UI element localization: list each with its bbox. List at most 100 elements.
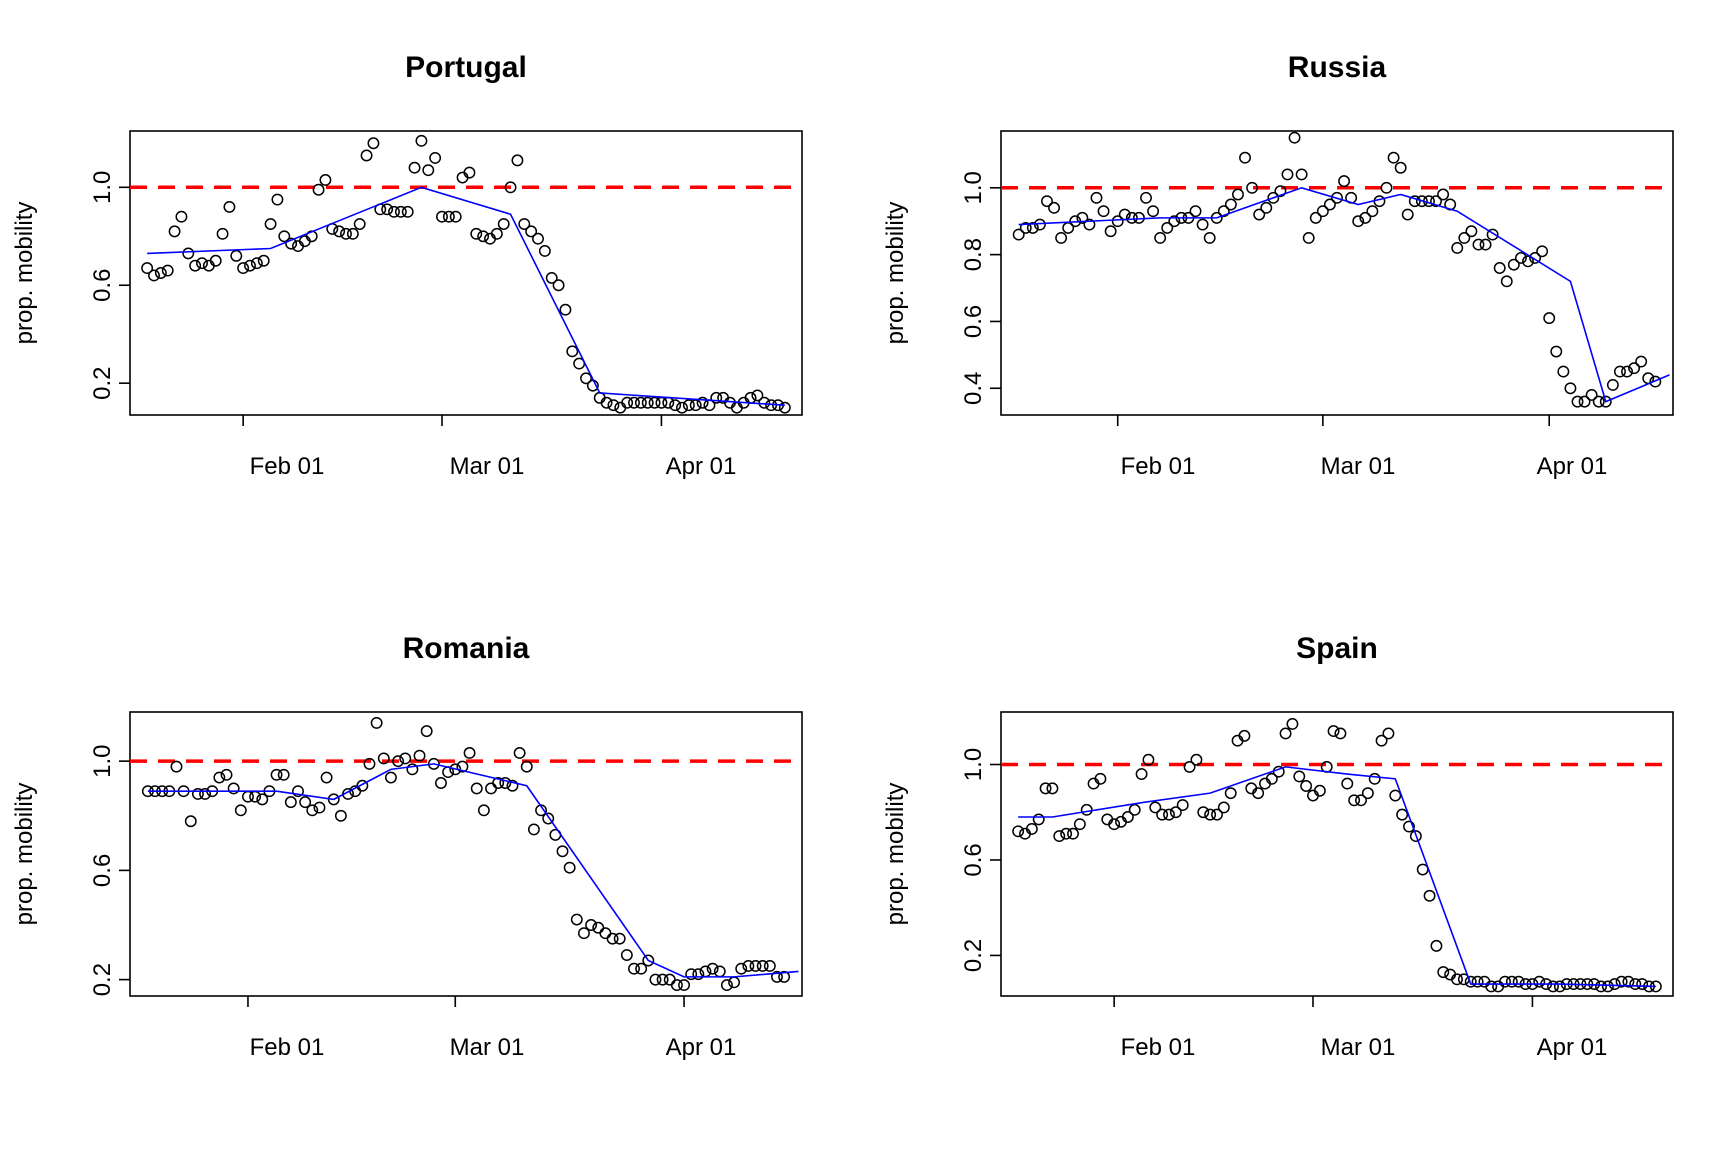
data-point [1204, 808, 1217, 821]
data-point [1615, 975, 1628, 988]
data-point [1309, 211, 1322, 224]
data-point [669, 399, 682, 412]
data-point [1097, 205, 1110, 218]
data-point [334, 809, 347, 822]
data-point [394, 205, 407, 218]
data-point [1147, 205, 1160, 218]
data-point [751, 389, 764, 402]
data-point [141, 262, 154, 275]
y-tick-label: 1.0 [89, 744, 116, 777]
data-point [363, 757, 376, 770]
x-tick-label: Apr 01 [666, 1034, 737, 1061]
y-tick-label: 0.4 [960, 372, 987, 405]
data-point [250, 257, 263, 270]
data-point [1493, 262, 1506, 274]
data-point [1416, 863, 1429, 876]
data-point [1368, 772, 1381, 785]
data-point [1039, 782, 1052, 795]
data-point [532, 232, 544, 245]
data-point [1512, 975, 1525, 988]
data-point [1083, 218, 1096, 231]
data-point [1485, 980, 1498, 993]
data-point [1288, 131, 1301, 144]
data-point [227, 782, 240, 795]
y-tick-label: 0.6 [960, 843, 987, 876]
data-point [1430, 195, 1442, 208]
data-point [1606, 378, 1619, 391]
data-point [1176, 799, 1189, 812]
data-point [771, 970, 783, 983]
data-point [381, 203, 394, 216]
data-point [676, 401, 688, 414]
data-point [1608, 978, 1621, 991]
trend-line [1018, 186, 1670, 403]
data-point [578, 927, 590, 940]
data-point [1217, 801, 1230, 814]
data-point [346, 227, 359, 240]
data-point [264, 218, 277, 230]
data-point [758, 396, 771, 409]
data-point [340, 227, 352, 240]
data-point [1499, 975, 1511, 988]
data-point [670, 979, 683, 992]
data-point [1486, 228, 1499, 241]
data-point [778, 970, 791, 983]
data-point [1224, 787, 1237, 800]
data-point [319, 174, 332, 186]
data-point [191, 787, 204, 800]
data-point [778, 401, 791, 414]
y-tick-label: 0.8 [960, 238, 987, 271]
data-point [1156, 808, 1169, 821]
trend-line [1018, 766, 1656, 988]
data-point [599, 927, 612, 940]
x-tick-label: Mar 01 [1321, 453, 1396, 480]
data-point [1295, 168, 1308, 181]
data-point [1267, 191, 1280, 204]
data-point [552, 279, 565, 292]
data-point [170, 760, 183, 773]
data-point [1331, 191, 1343, 204]
data-point [199, 787, 212, 800]
data-point [271, 193, 284, 206]
data-point [685, 968, 698, 981]
data-point [634, 396, 647, 409]
data-point [1055, 231, 1068, 244]
data-point [696, 396, 709, 409]
data-point [1514, 252, 1527, 264]
data-point [1313, 784, 1326, 797]
data-point [682, 399, 695, 412]
data-point [1232, 188, 1244, 201]
data-point [1293, 770, 1306, 783]
data-point [592, 921, 605, 934]
data-point [570, 913, 583, 926]
data-point [1408, 195, 1421, 208]
panel-russia: Russia prop. mobility Feb 01 Mar 01 Apr … [882, 51, 1674, 480]
data-point [189, 259, 202, 272]
data-point [270, 768, 283, 781]
data-point [656, 973, 669, 986]
data-point [699, 965, 712, 978]
data-point [1547, 980, 1559, 993]
x-tick-label: Apr 01 [666, 453, 737, 480]
data-point [1601, 980, 1614, 993]
chart-title: Portugal [405, 51, 527, 84]
data-point [1125, 211, 1138, 224]
data-point [1578, 395, 1591, 408]
data-point [1197, 806, 1210, 819]
data-point [463, 166, 476, 179]
data-point [1149, 801, 1162, 814]
data-point [370, 716, 383, 729]
data-point [710, 391, 723, 404]
data-point [1279, 727, 1292, 740]
data-point [1599, 395, 1612, 408]
data-point [756, 960, 769, 972]
x-tick-label: Feb 01 [1121, 1034, 1196, 1061]
data-point [182, 247, 195, 260]
data-point [735, 962, 748, 975]
data-point [1196, 218, 1209, 231]
data-point [1628, 362, 1641, 375]
data-point [1621, 365, 1633, 378]
y-tick-label: 0.2 [89, 963, 116, 996]
data-point [223, 200, 236, 213]
data-point [168, 225, 181, 238]
